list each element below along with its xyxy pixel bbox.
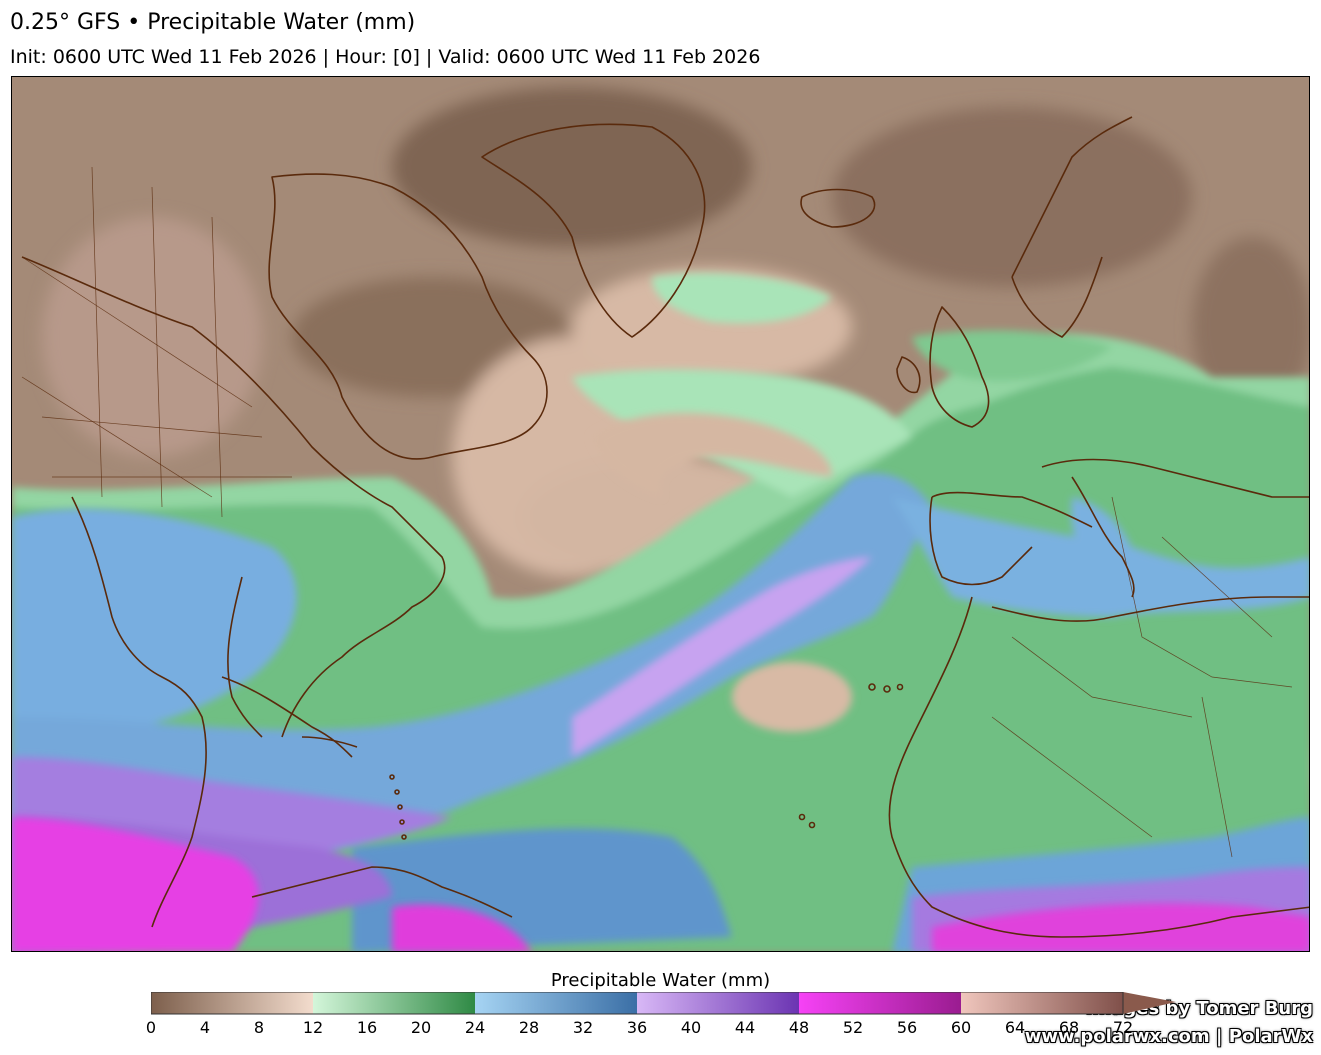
colorbar-tick-label: 12 bbox=[302, 1018, 324, 1037]
colorbar-segment bbox=[637, 992, 799, 1014]
political-borders bbox=[21, 166, 1293, 858]
colorbar-extend-arrow bbox=[1123, 992, 1176, 1014]
colorbar-segment bbox=[799, 992, 961, 1014]
colorbar-tick-labels: 0 4 8 12 16 20 24 28 32 36 40 44 48 52 56 60 64 68 72 bbox=[0, 1018, 1321, 1042]
colorbar-tick-label: 60 bbox=[950, 1018, 972, 1037]
colorbar-tick-label: 4 bbox=[199, 1018, 211, 1037]
credit-website: www.polarwx.com | PolarWx bbox=[1024, 1026, 1313, 1047]
colorbar bbox=[151, 992, 1176, 1015]
coastlines bbox=[21, 116, 1309, 938]
colorbar-tick-label: 52 bbox=[842, 1018, 864, 1037]
colorbar-tick-label: 20 bbox=[410, 1018, 432, 1037]
colorbar-tick-label: 72 bbox=[1112, 1018, 1134, 1037]
moist-magenta-field bbox=[12, 817, 1309, 951]
colorbar-segment bbox=[961, 992, 1123, 1014]
colorbar-tick-label: 44 bbox=[734, 1018, 756, 1037]
page-title: 0.25° GFS • Precipitable Water (mm) bbox=[10, 10, 416, 35]
colorbar-tick-label: 0 bbox=[145, 1018, 157, 1037]
dry-swirl bbox=[592, 413, 852, 732]
map-canvas bbox=[12, 77, 1309, 951]
colorbar-segment bbox=[313, 992, 475, 1014]
colorbar-tick-label: 16 bbox=[356, 1018, 378, 1037]
colorbar-tick-label: 48 bbox=[788, 1018, 810, 1037]
colorbar-tick-label: 36 bbox=[626, 1018, 648, 1037]
colorbar-tick-label: 24 bbox=[464, 1018, 486, 1037]
run-info-subtitle: Init: 0600 UTC Wed 11 Feb 2026 | Hour: [… bbox=[10, 46, 761, 68]
colorbar-tick-label: 32 bbox=[572, 1018, 594, 1037]
colorbar-segment bbox=[151, 992, 313, 1014]
colorbar-tick-label: 64 bbox=[1004, 1018, 1026, 1037]
colorbar-tick-label: 56 bbox=[896, 1018, 918, 1037]
colorbar-tick-label: 8 bbox=[253, 1018, 265, 1037]
precipitable-water-map bbox=[11, 76, 1310, 952]
colorbar-segment bbox=[475, 992, 637, 1014]
colorbar-tick-label: 68 bbox=[1058, 1018, 1080, 1037]
colorbar-title: Precipitable Water (mm) bbox=[550, 970, 771, 991]
colorbar-tick-label: 28 bbox=[518, 1018, 540, 1037]
colorbar-outline bbox=[151, 992, 1124, 1015]
colorbar-tick-label: 40 bbox=[680, 1018, 702, 1037]
